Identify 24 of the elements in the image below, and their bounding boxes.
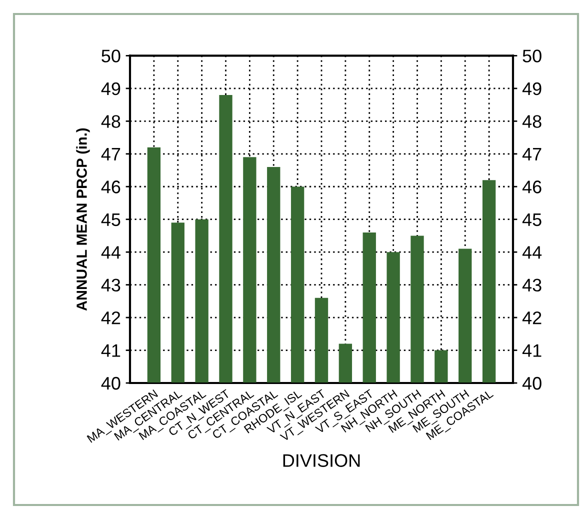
y-tick-label: 40 [101,376,120,390]
y2-tick-label: 41 [522,344,542,357]
y-axis-title: ANNUAL MEAN PRCP (in.) [76,128,90,311]
y-tick-label: 46 [101,180,120,194]
y2-tick-label: 40 [522,376,542,390]
y2-tick-label: 44 [522,246,542,259]
y2-tick-label: 43 [522,278,542,292]
y-tick-label: 47 [101,148,120,160]
y2-tick-label: 46 [522,180,542,194]
y2-tick-label: 42 [522,311,542,324]
y-tick-label: 45 [101,213,120,226]
y2-tick-label: 45 [522,213,542,226]
y2-tick-label: 48 [522,115,542,128]
y-tick-label: 43 [101,278,120,292]
y-tick-label: 41 [101,344,120,357]
y-tick-label: 42 [101,311,120,324]
y2-tick-label: 47 [522,148,542,160]
x-axis-title: DIVISION [283,454,360,467]
y2-tick-label: 50 [522,50,542,62]
y2-tick-label: 49 [522,82,542,96]
y-tick-label: 49 [101,82,120,96]
y-tick-label: 44 [101,246,120,259]
y-tick-label: 50 [102,50,120,62]
y-tick-label: 48 [101,115,120,128]
